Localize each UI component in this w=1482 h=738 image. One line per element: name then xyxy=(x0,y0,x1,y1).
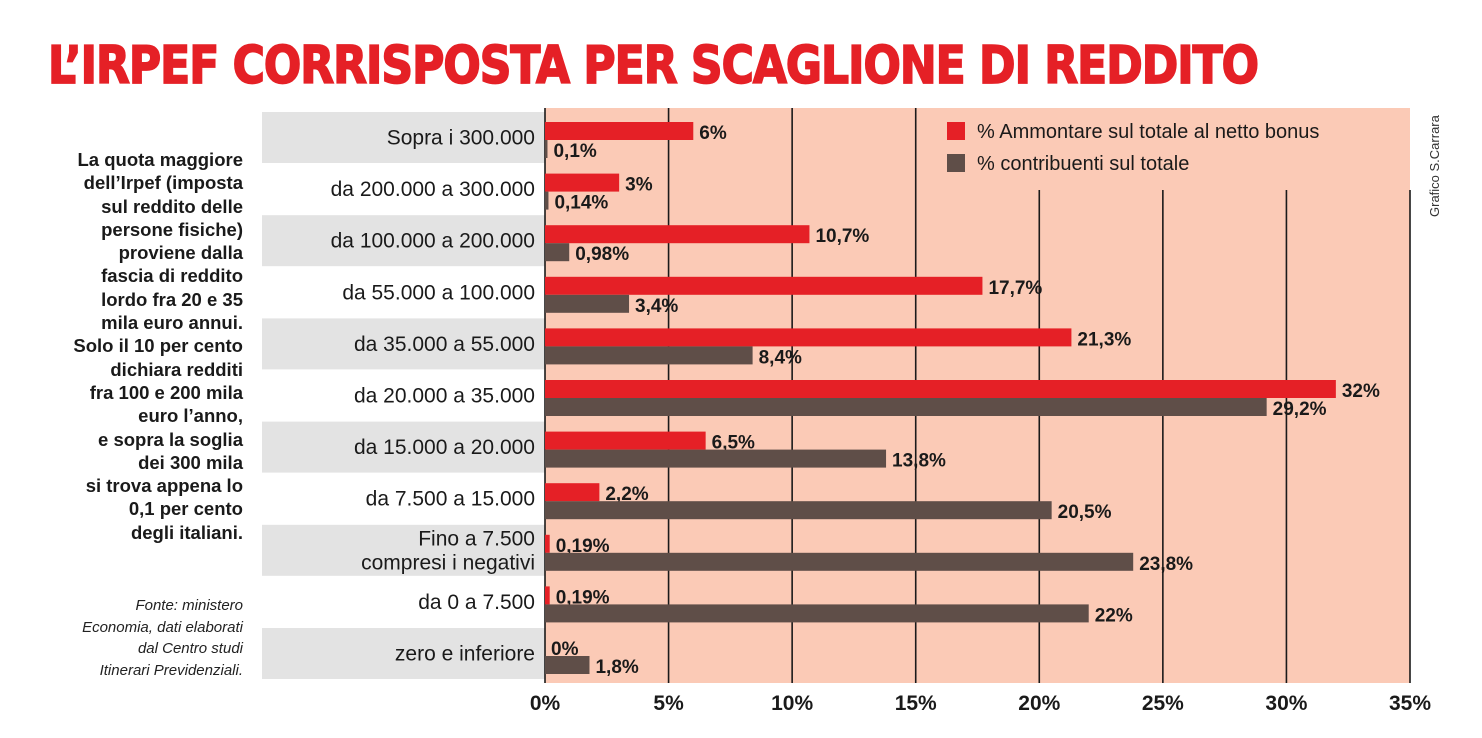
bar-ammontare xyxy=(545,380,1336,398)
bar-ammontare xyxy=(545,276,983,295)
category-band xyxy=(262,318,545,370)
bar-contribuenti xyxy=(545,346,753,365)
category-label: da 100.000 a 200.000 xyxy=(331,230,535,253)
category-label: da 0 a 7.500 xyxy=(418,591,535,614)
bar-contribuenti xyxy=(545,501,1052,520)
bar-ammontare xyxy=(545,328,1072,347)
data-label: 29,2% xyxy=(1273,399,1327,420)
x-tick-label: 10% xyxy=(771,692,813,715)
data-label: 17,7% xyxy=(988,278,1042,299)
category-band xyxy=(262,524,545,576)
bar-ammontare xyxy=(545,586,550,605)
bar-contribuenti xyxy=(545,449,887,468)
category-label: Fino a 7.500 compresi i negativi xyxy=(361,527,535,574)
bar-contribuenti xyxy=(545,552,1134,571)
bar-ammontare xyxy=(545,483,600,502)
bar-ammontare xyxy=(545,173,620,192)
data-label: 3,4% xyxy=(635,296,678,317)
category-label: da 35.000 a 55.000 xyxy=(354,333,535,356)
description-text: La quota maggiore dell’Irpef (imposta su… xyxy=(73,149,243,543)
x-tick-label: 25% xyxy=(1142,692,1184,715)
bar-ammontare xyxy=(545,431,706,450)
category-label: da 55.000 a 100.000 xyxy=(342,281,535,304)
data-label: 8,4% xyxy=(759,347,802,368)
bar-contribuenti xyxy=(545,191,549,210)
data-label: 20,5% xyxy=(1058,502,1112,523)
bar-contribuenti xyxy=(545,140,548,158)
bar-ammontare xyxy=(545,534,550,553)
data-label: 0,14% xyxy=(554,193,608,214)
category-label: Sopra i 300.000 xyxy=(387,127,535,150)
legend-swatch xyxy=(947,122,965,140)
data-label: 2,2% xyxy=(605,484,648,505)
bar-ammontare xyxy=(545,225,810,244)
data-label: 10,7% xyxy=(815,226,869,247)
data-label: 0,1% xyxy=(553,141,596,162)
category-band xyxy=(262,628,545,679)
legend-swatch xyxy=(947,154,965,172)
bar-contribuenti xyxy=(545,604,1089,623)
data-label: 22% xyxy=(1095,605,1133,626)
x-tick-label: 30% xyxy=(1265,692,1307,715)
category-band xyxy=(262,215,545,267)
data-label: 23,8% xyxy=(1139,554,1193,575)
bar-contribuenti xyxy=(545,243,570,262)
legend-label: % Ammontare sul totale al netto bonus xyxy=(977,121,1319,143)
x-tick-label: 35% xyxy=(1389,692,1431,715)
category-band xyxy=(262,421,545,473)
source-note: Fonte: ministero Economia, dati elaborat… xyxy=(82,597,243,679)
data-label: 1,8% xyxy=(595,657,638,678)
data-label: 21,3% xyxy=(1077,329,1131,350)
category-label: zero e inferiore xyxy=(395,643,535,666)
bar-contribuenti xyxy=(545,398,1267,416)
data-label: 0,19% xyxy=(556,536,610,557)
data-label: 0,19% xyxy=(556,587,610,608)
category-label: da 15.000 a 20.000 xyxy=(354,436,535,459)
bar-ammontare xyxy=(545,122,694,140)
x-tick-label: 15% xyxy=(895,692,937,715)
x-tick-label: 0% xyxy=(530,692,561,715)
data-label: 6% xyxy=(699,123,727,144)
data-label: 0% xyxy=(551,639,579,660)
category-label: da 200.000 a 300.000 xyxy=(331,178,535,201)
bar-contribuenti xyxy=(545,656,590,674)
data-label: 32% xyxy=(1342,381,1380,402)
legend-label: % contribuenti sul totale xyxy=(977,153,1189,175)
category-label: da 20.000 a 35.000 xyxy=(354,385,535,408)
data-label: 0,98% xyxy=(575,244,629,265)
category-label: da 7.500 a 15.000 xyxy=(366,488,535,511)
data-label: 6,5% xyxy=(712,433,755,454)
category-band xyxy=(262,112,545,163)
chart-title: L’IRPEF CORRISPOSTA PER SCAGLIONE DI RED… xyxy=(47,35,1260,97)
data-label: 13,8% xyxy=(892,451,946,472)
x-tick-label: 20% xyxy=(1018,692,1060,715)
x-tick-label: 5% xyxy=(653,692,684,715)
bar-contribuenti xyxy=(545,294,630,313)
data-label: 3% xyxy=(625,175,653,196)
